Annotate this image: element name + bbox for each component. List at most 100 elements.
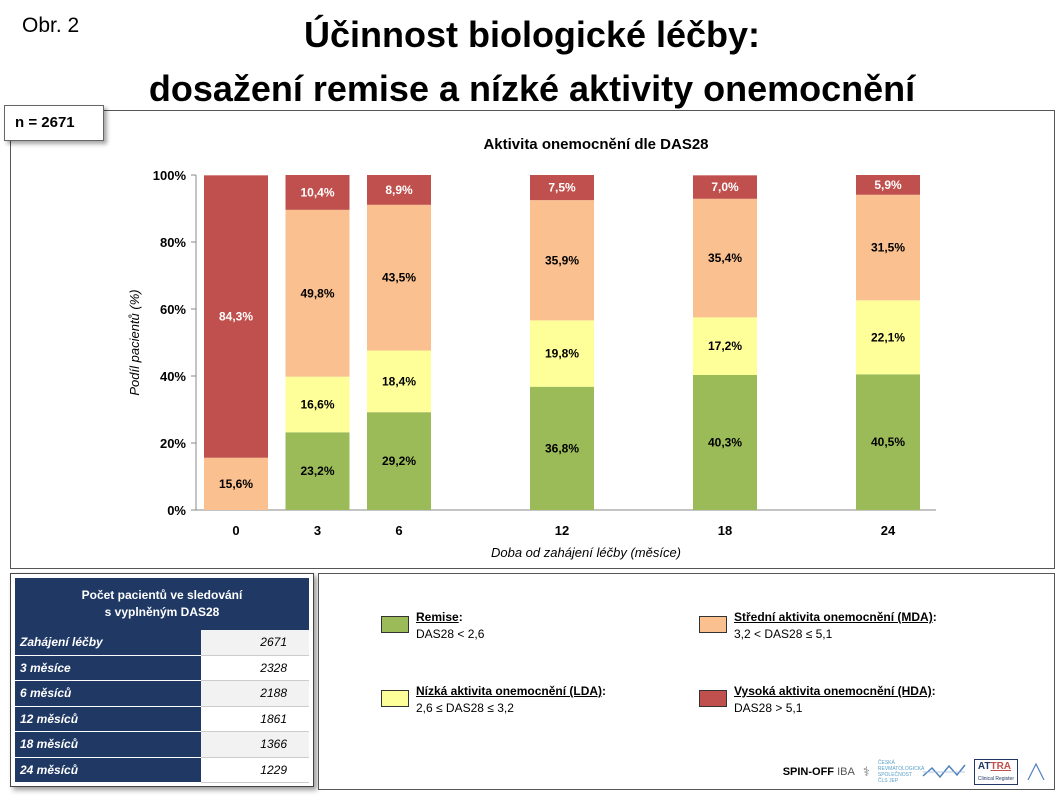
table-row: 12 měsíců 1861 [15,706,309,732]
sample-size-badge: n = 2671 [4,105,104,141]
bar-segment [530,386,594,510]
bar-segment [285,432,350,510]
legend-title-lda: Nízká aktivita onemocnění (LDA) [416,684,603,698]
bar-segment [367,204,431,351]
legend-text-remise: Remise: DAS28 < 2,6 [416,610,484,641]
data-label: 10,4% [300,185,334,199]
iba-text: IBA [837,766,855,778]
data-label: 19,8% [545,347,579,361]
legend-item-mda: Střední aktivita onemocnění (MDA): 3,2 <… [699,610,937,641]
y-tick-label: 80% [160,235,186,250]
x-tick-label: 12 [555,523,569,538]
row-label: Zahájení léčby [15,630,201,656]
bar-segment [856,194,920,301]
row-label: 18 měsíců [15,732,201,758]
data-label: 35,9% [545,253,579,267]
y-tick-label: 60% [160,302,186,317]
table-row: 3 měsíce 2328 [15,655,309,681]
caduceus-icon: ⚕ [862,764,870,779]
bar-segment [693,198,757,318]
row-label: 3 měsíce [15,655,201,681]
table-header: Počet pacientů ve sledování s vyplněným … [15,578,309,630]
x-tick-label: 6 [395,523,402,538]
y-tick-label: 40% [160,369,186,384]
legend-text-mda: Střední aktivita onemocnění (MDA): 3,2 <… [734,610,937,641]
table-body: Zahájení léčby 2671 3 měsíce 2328 6 měsíců… [15,630,309,783]
chart-title: Aktivita onemocnění dle DAS28 [483,136,708,153]
legend-title-mda: Střední aktivita onemocnění (MDA) [734,610,933,624]
attra-text-a: AT [977,761,991,772]
spin-off-text: SPIN-OFF [782,766,835,778]
data-label: 49,8% [300,286,334,300]
bar-segment [693,317,757,375]
table-header-line2: s vyplněným DAS28 [104,605,220,619]
wave-logo-icon [922,764,966,779]
attra-text-b: TRA [990,761,1012,772]
bar-segment [367,175,431,205]
legend-text-lda: Nízká aktivita onemocnění (LDA): 2,6 ≤ D… [416,684,606,715]
data-label: 15,6% [219,477,253,491]
row-value: 1861 [201,707,309,732]
logo-strip: SPIN-OFF IBA ⚕ ČESKÁ REVMATOLOGICKÁ SPOL… [783,759,1046,785]
x-axis-label: Doba od zahájení léčby (měsíce) [491,545,681,560]
bar-segment [856,175,920,195]
stacked-bar-chart: Aktivita onemocnění dle DAS28 0% 20% 40% 60%… [127,136,936,560]
legend-panel: Remise: DAS28 < 2,6 Střední aktivita one… [318,573,1055,790]
x-tick-label: 24 [881,523,896,538]
attra-logo: ATTRA Clinical Register [973,759,1018,785]
legend-desc-hda: DAS28 > 5,1 [734,701,803,715]
row-value: 2188 [201,681,309,707]
spin-off-logo: SPIN-OFF IBA [783,766,855,778]
data-label: 7,0% [711,180,739,194]
bar-segment [204,457,268,510]
table-header-line1: Počet pacientů ve sledování [81,588,243,602]
legend-swatch-remise [381,616,409,633]
decorative-wave-icon [1027,762,1045,781]
legend-desc-mda: 3,2 < DAS28 ≤ 5,1 [734,627,833,641]
legend-colon: : [458,610,463,624]
legend-colon: : [602,684,607,698]
table-row: 18 měsíců 1366 [15,732,309,758]
legend-title-hda: Vysoká aktivita onemocnění (HDA) [734,684,932,698]
bar-segment [285,175,350,210]
x-tick-label: 18 [718,523,732,538]
y-tick-label: 100% [153,168,187,183]
y-axis-label: Podíl pacientů (%) [127,289,142,395]
data-label: 40,3% [708,435,742,449]
legend-colon: : [932,610,937,624]
society-logo: ČESKÁ REVMATOLOGICKÁ SPOLEČNOST ČLS JEP [877,760,925,784]
row-value: 1366 [201,732,309,758]
data-label: 43,5% [382,271,416,285]
data-label: 84,3% [219,310,253,324]
legend-swatch-lda [381,690,409,707]
data-label: 8,9% [385,183,413,197]
data-label: 36,8% [545,441,579,455]
row-label: 6 měsíců [15,681,201,707]
x-tick-label: 3 [314,523,321,538]
x-tick-label: 0 [232,523,239,538]
legend-swatch-hda [699,690,727,707]
legend-colon: : [931,684,936,698]
legend-text-hda: Vysoká aktivita onemocnění (HDA): DAS28 … [734,684,936,715]
legend-desc-lda: 2,6 ≤ DAS28 ≤ 3,2 [416,701,514,715]
table-row: 6 měsíců 2188 [15,681,309,707]
legend-item-remise: Remise: DAS28 < 2,6 [381,610,484,641]
data-label: 16,6% [300,397,334,411]
bar-segment [856,374,920,510]
legend-item-lda: Nízká aktivita onemocnění (LDA): 2,6 ≤ D… [381,684,606,715]
data-label: 23,2% [300,464,334,478]
attra-subtitle: Clinical Register [977,776,1014,782]
table-row: Zahájení léčby 2671 [15,630,309,656]
bar-segment [204,175,268,458]
legend-desc-remise: DAS28 < 2,6 [416,627,485,641]
data-label: 5,9% [874,178,902,192]
page-title-line1: Účinnost biologické léčby: [303,14,761,55]
row-label: 12 měsíců [15,706,201,732]
bar-segment [693,374,757,510]
patient-count-table: Počet pacientů ve sledování s vyplněným … [10,573,314,787]
data-label: 40,5% [871,435,905,449]
data-label: 35,4% [708,251,742,265]
bar-segment [367,412,431,510]
y-tick-label: 0% [167,503,186,518]
legend-title-remise: Remise [416,610,459,624]
